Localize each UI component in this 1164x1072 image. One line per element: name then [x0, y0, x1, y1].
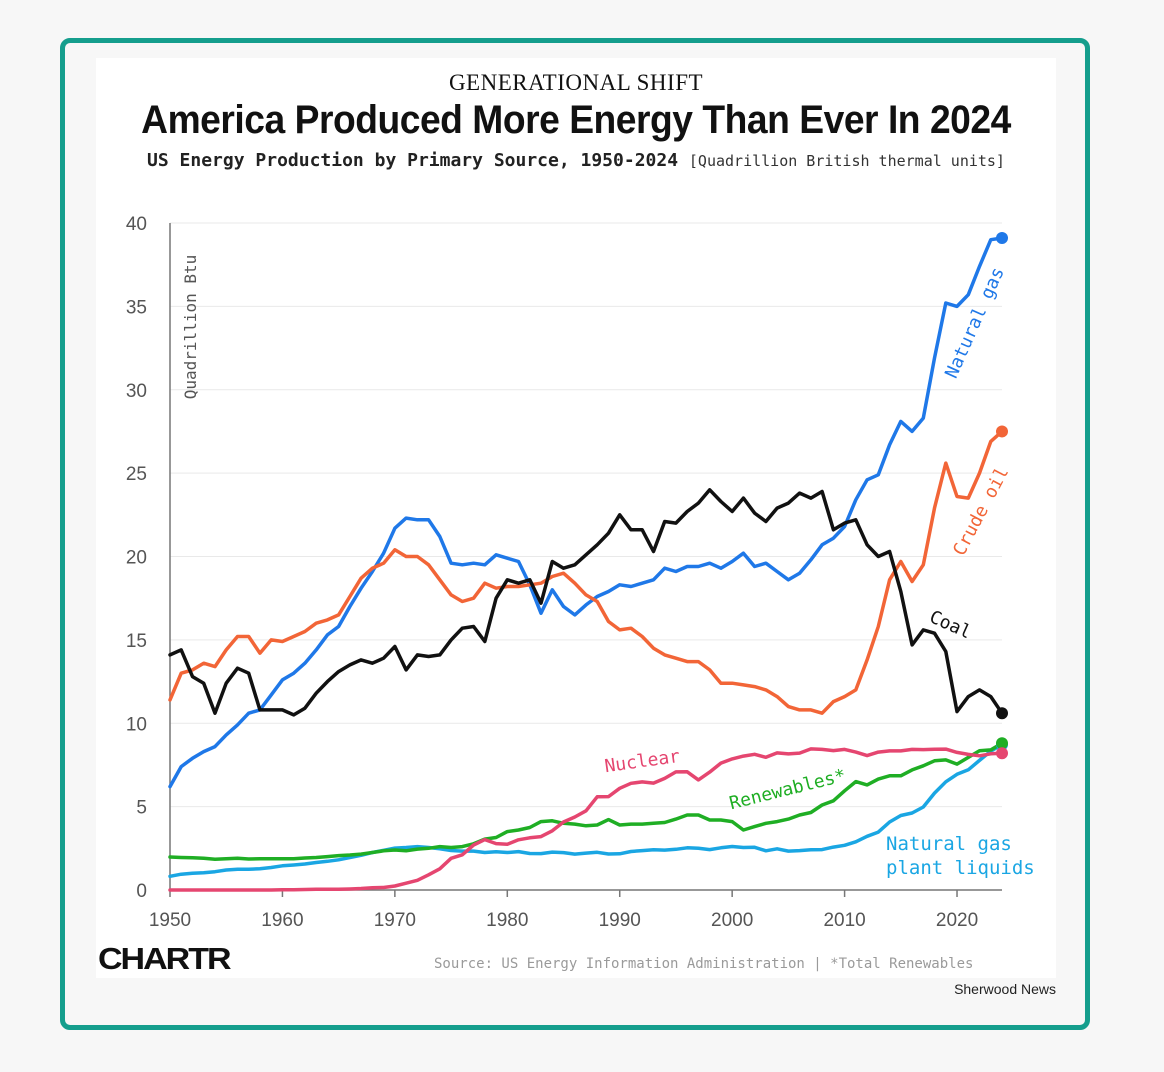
x-tick-label: 1970: [374, 910, 416, 931]
y-tick-label: 0: [136, 881, 147, 902]
endpoint-dot-coal: [996, 707, 1008, 720]
chartr-logo: CHARTR: [98, 941, 232, 977]
y-tick-label: 35: [126, 297, 147, 318]
credit: Sherwood News: [954, 981, 1056, 997]
y-tick-label: 10: [126, 714, 147, 735]
y-tick-label: 20: [126, 548, 147, 569]
endpoint-dot-renewables: [996, 737, 1008, 750]
x-tick-label: 1950: [149, 910, 191, 931]
subtitle-main: US Energy Production by Primary Source, …: [147, 150, 679, 171]
series-line-natural-gas-plant-liquids: [168, 742, 1004, 879]
y-tick-label: 15: [126, 631, 147, 652]
chart-title: America Produced More Energy Than Ever I…: [141, 98, 1011, 142]
series-label-coal: Coal: [926, 607, 974, 644]
x-tick-label: 2010: [823, 910, 865, 931]
series-line-renewables: [168, 741, 1004, 862]
series-line-natural-gas: [168, 236, 1004, 789]
series-line-coal: [168, 488, 1004, 717]
y-tick-label: 40: [126, 214, 147, 235]
subtitle-units: [Quadrillion British thermal units]: [688, 152, 1005, 170]
endpoint-dot-natural-gas: [996, 232, 1008, 245]
series-line-crude-oil: [168, 429, 1004, 715]
endpoint-dot-nuclear: [996, 747, 1008, 760]
y-axis-label: Quadrillion Btu: [181, 255, 200, 400]
kicker: GENERATIONAL SHIFT: [448, 70, 704, 95]
x-tick-label: 1960: [261, 910, 303, 931]
x-tick-label: 2020: [936, 910, 978, 931]
series-label-ngpl-line1: Natural gas: [886, 833, 1012, 855]
endpoint-dot-crude-oil: [996, 425, 1008, 438]
series-label-nuclear: Nuclear: [603, 746, 681, 777]
y-tick-label: 30: [126, 381, 147, 402]
series-label-ngpl-line2: plant liquids: [886, 857, 1035, 879]
y-tick-label: 25: [126, 464, 147, 485]
x-tick-label: 2000: [711, 910, 753, 931]
series-label-crude-oil: Crude oil: [949, 463, 1013, 559]
y-tick-label: 5: [136, 798, 147, 819]
x-tick-label: 1980: [486, 910, 528, 931]
series-line-nuclear: [168, 747, 1004, 892]
x-tick-label: 1990: [599, 910, 641, 931]
source-note: Source: US Energy Information Administra…: [434, 956, 974, 972]
chart-subtitle: US Energy Production by Primary Source, …: [96, 150, 1056, 171]
